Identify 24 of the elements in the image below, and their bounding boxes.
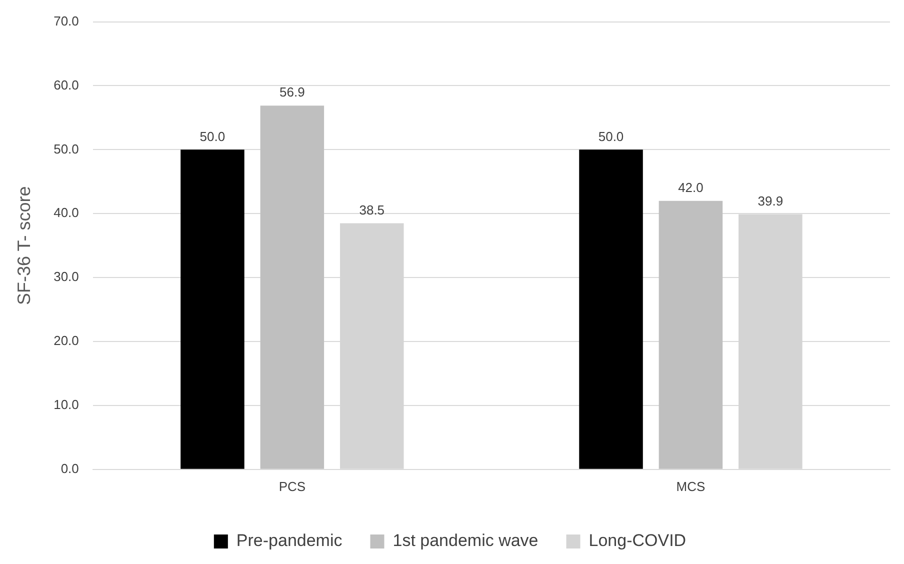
y-tick-label: 60.0 bbox=[54, 77, 79, 92]
y-tick-label: 0.0 bbox=[60, 460, 79, 476]
data-label: 50.0 bbox=[598, 128, 624, 144]
legend-label: 1st pandemic wave bbox=[392, 531, 538, 550]
data-label: 56.9 bbox=[280, 84, 305, 100]
y-tick-label: 50.0 bbox=[54, 141, 79, 156]
y-tick-label: 30.0 bbox=[54, 269, 79, 284]
x-tick-label: PCS bbox=[278, 478, 306, 494]
legend-label: Pre-pandemic bbox=[236, 531, 343, 550]
x-tick-label: MCS bbox=[676, 478, 706, 494]
y-tick-label: 20.0 bbox=[54, 333, 79, 348]
y-tick-label: 40.0 bbox=[54, 205, 79, 220]
bar bbox=[658, 200, 723, 469]
data-label: 39.9 bbox=[758, 193, 784, 208]
bar bbox=[260, 106, 324, 469]
data-label: 38.5 bbox=[359, 202, 385, 218]
y-tick-label: 10.0 bbox=[54, 397, 79, 412]
bar bbox=[180, 150, 244, 469]
data-label: 50.0 bbox=[200, 128, 226, 144]
legend-label: Long-COVID bbox=[588, 531, 686, 550]
bar bbox=[579, 150, 643, 469]
data-label: 42.0 bbox=[678, 180, 704, 195]
y-tick-label: 70.0 bbox=[54, 13, 79, 28]
y-axis-title: SF-36 T- score bbox=[14, 186, 34, 305]
